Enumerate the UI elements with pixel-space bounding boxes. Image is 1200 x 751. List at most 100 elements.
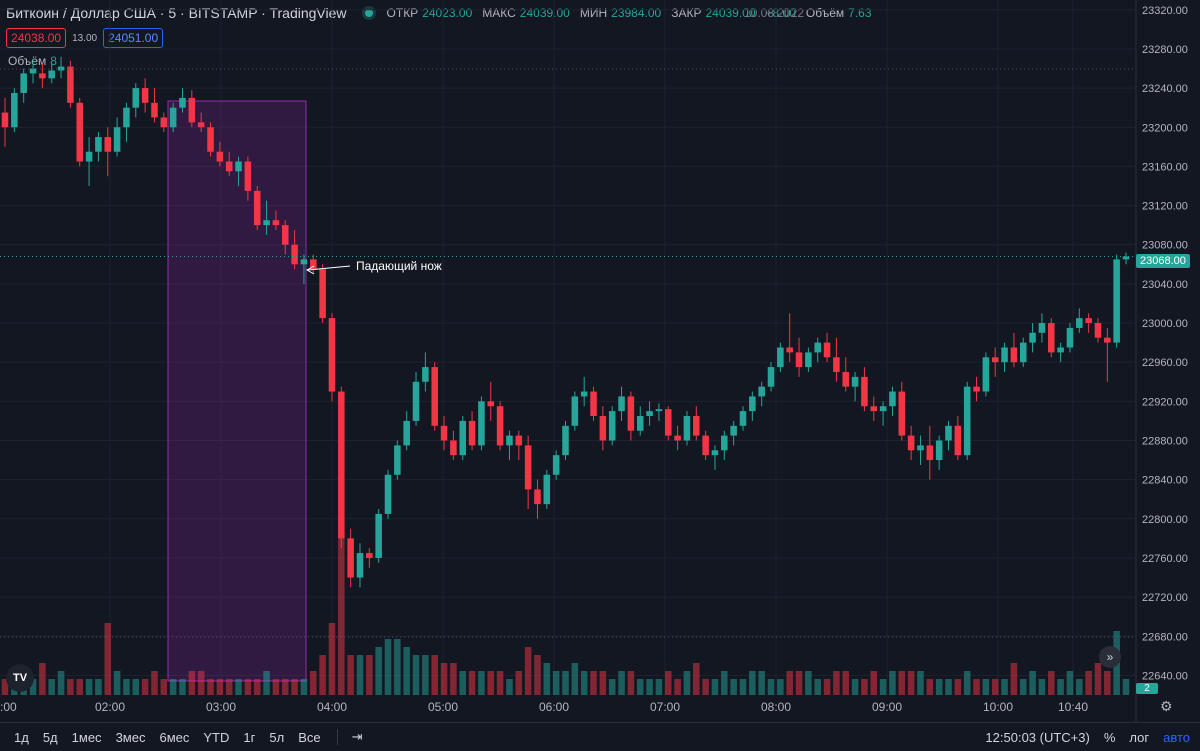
candle-body (384, 474, 392, 514)
candle-body (132, 88, 140, 108)
candle-body (795, 352, 803, 368)
annotation-arrowhead (305, 265, 315, 275)
candle-body (1047, 323, 1055, 353)
volume-bar (1122, 679, 1130, 695)
candle-body (216, 151, 224, 162)
sell-price-button[interactable]: 24038.00 (6, 28, 67, 48)
range-3m-button[interactable]: 3мес (115, 729, 146, 745)
bottom-toolbar: 1д 5д 1мес 3мес 6мес YTD 1г 5л Все ⇥ 12:… (0, 722, 1200, 751)
candle-body (440, 425, 448, 441)
volume-bar (169, 679, 177, 695)
volume-bar (422, 655, 429, 695)
volume-bar (375, 647, 382, 695)
candle-body (151, 102, 158, 118)
volume-bar (338, 535, 345, 695)
candle-body (310, 259, 317, 270)
candle-body (730, 425, 737, 436)
candle-body (104, 137, 112, 152)
volume-bar (580, 671, 588, 695)
candle-body (300, 259, 308, 265)
volume-bar (823, 679, 831, 695)
tradingview-logo-icon[interactable]: TV (6, 664, 34, 692)
volume-bar (347, 655, 354, 695)
candle-body (777, 347, 784, 368)
volume-bar (300, 679, 308, 695)
volume-bar (281, 679, 289, 695)
candle-body (646, 411, 653, 417)
range-1m-button[interactable]: 1мес (71, 729, 102, 745)
range-1d-button[interactable]: 1д (14, 729, 29, 745)
volume-bar (552, 671, 560, 695)
candle-body (1066, 327, 1074, 348)
volume-bar (636, 679, 644, 695)
candle-body (664, 409, 672, 436)
volume-bar (515, 671, 523, 695)
volume-bar (506, 679, 513, 695)
volume-bar (795, 671, 803, 695)
auto-scale-toggle[interactable]: авто (1163, 729, 1190, 745)
price-axis-label: 23160.00 (1142, 161, 1188, 173)
candle-body (879, 406, 887, 412)
trade-prices: 24038.00 13.00 24051.00 (6, 28, 164, 48)
volume-bar (1066, 671, 1074, 695)
volume-legend-label: Объём (8, 54, 47, 68)
time-axis-label: 06:00 (539, 700, 569, 714)
time-axis-label: 05:00 (428, 700, 458, 714)
volume-bar (431, 655, 438, 695)
candle-body (1104, 337, 1111, 343)
volume-bar (328, 623, 336, 695)
price-axis-label: 23320.00 (1142, 5, 1188, 17)
candle-body (655, 409, 663, 412)
price-chart[interactable]: 23320.00 23280.00 23240.00 23200.00 23160.00… (0, 0, 1200, 722)
candle-body (590, 391, 597, 417)
candle-body (113, 127, 121, 152)
candle-body (1085, 318, 1092, 324)
volume-bar (132, 679, 140, 695)
candle-body (85, 151, 93, 162)
gear-icon[interactable]: ⚙ (1160, 698, 1173, 714)
time-axis-label: 10:40 (1058, 700, 1088, 714)
range-all-button[interactable]: Все (298, 729, 321, 745)
volume-bar (113, 671, 121, 695)
price-axis-label: 22720.00 (1142, 592, 1188, 604)
volume-bar (141, 679, 149, 695)
range-5y-button[interactable]: 5л (269, 729, 285, 745)
clock[interactable]: 12:50:03 (UTC+3) (985, 729, 1090, 745)
range-6m-button[interactable]: 6мес (159, 729, 190, 745)
volume-bar (805, 671, 812, 695)
candle-body (599, 416, 607, 441)
candle-body (338, 391, 345, 539)
volume-bar (272, 679, 280, 695)
goto-date-icon[interactable]: ⇥ (351, 729, 363, 744)
range-ytd-button[interactable]: YTD (203, 729, 230, 745)
volume-bar (450, 663, 457, 695)
range-1y-button[interactable]: 1г (243, 729, 256, 745)
candle-body (235, 161, 242, 172)
volume-bar (524, 647, 532, 695)
last-price-tag: 23068.00 (1136, 254, 1190, 268)
candle-body (450, 440, 457, 456)
volume-bar (487, 671, 495, 695)
symbol-title[interactable]: Биткоин / Доллар США · 5 · BITSTAMP · Tr… (6, 5, 347, 21)
candle-body (506, 435, 513, 446)
candle-body (954, 425, 962, 456)
volume-bar (721, 671, 728, 695)
buy-price-button[interactable]: 24051.00 (103, 28, 164, 48)
volume-bar (954, 679, 962, 695)
volume-bar (478, 671, 485, 695)
volume-bar (1085, 671, 1092, 695)
volume-bar (786, 671, 793, 695)
volume-bar (253, 679, 261, 695)
candle-body (749, 396, 756, 412)
volume-bar (225, 679, 233, 695)
candle-body (917, 445, 924, 451)
volume-bar (870, 671, 878, 695)
range-5d-button[interactable]: 5д (42, 729, 58, 745)
candle-body (926, 445, 934, 461)
percent-toggle[interactable]: % (1103, 729, 1116, 745)
candle-body (319, 269, 326, 319)
log-toggle[interactable]: лог (1129, 729, 1150, 745)
scroll-to-realtime-icon[interactable]: » (1099, 646, 1121, 668)
annotation-label[interactable]: Падающий нож (356, 259, 442, 273)
volume-bar (543, 663, 551, 695)
